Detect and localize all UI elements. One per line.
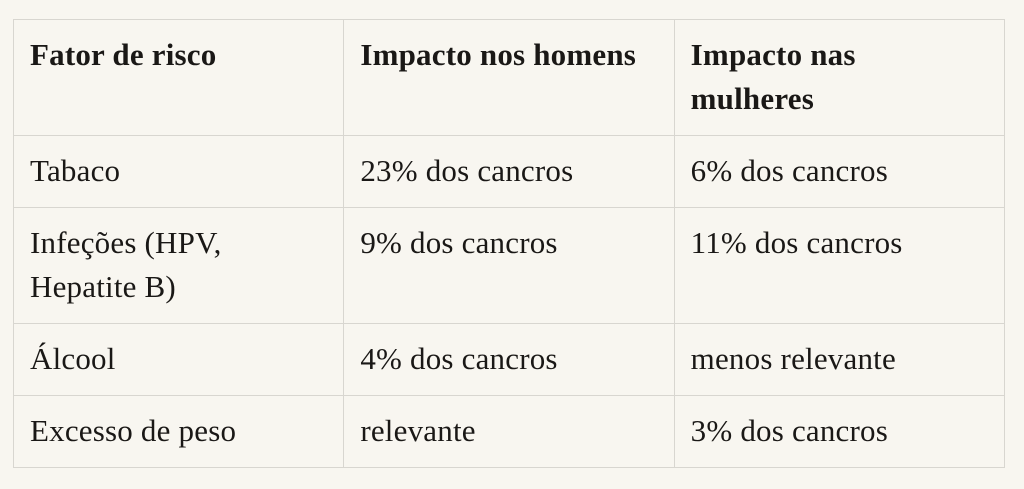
cell-impact-men: 23% dos cancros [343,135,675,208]
cell-factor: Infeções (HPV, Hepatite B) [12,207,345,324]
cell-impact-men: 9% dos cancros [343,207,675,324]
column-header-impact-men: Impacto nos homens [343,19,675,136]
table-row-tabaco: Tabaco 23% dos cancros 6% dos cancros [12,135,1006,208]
cell-factor: Excesso de peso [12,395,345,468]
cell-impact-women: 6% dos cancros [673,135,1006,208]
cell-factor: Tabaco [12,135,345,208]
column-header-impact-women: Impacto nas mulheres [673,19,1006,136]
cell-impact-women: menos relevante [673,323,1006,396]
cell-impact-women: 3% dos cancros [673,395,1006,468]
table-header-row: Fator de risco Impacto nos homens Impact… [12,19,1006,136]
cell-impact-women: 11% dos cancros [673,207,1006,324]
cell-factor: Álcool [12,323,345,396]
table-row-excesso-de-peso: Excesso de peso relevante 3% dos cancros [12,395,1006,468]
cancer-risk-factors-table: Fator de risco Impacto nos homens Impact… [12,19,1006,468]
table-row-alcool: Álcool 4% dos cancros menos relevante [12,323,1006,396]
cell-impact-men: relevante [343,395,675,468]
cell-impact-men: 4% dos cancros [343,323,675,396]
table-row-infecoes: Infeções (HPV, Hepatite B) 9% dos cancro… [12,207,1006,324]
column-header-risk-factor: Fator de risco [12,19,345,136]
